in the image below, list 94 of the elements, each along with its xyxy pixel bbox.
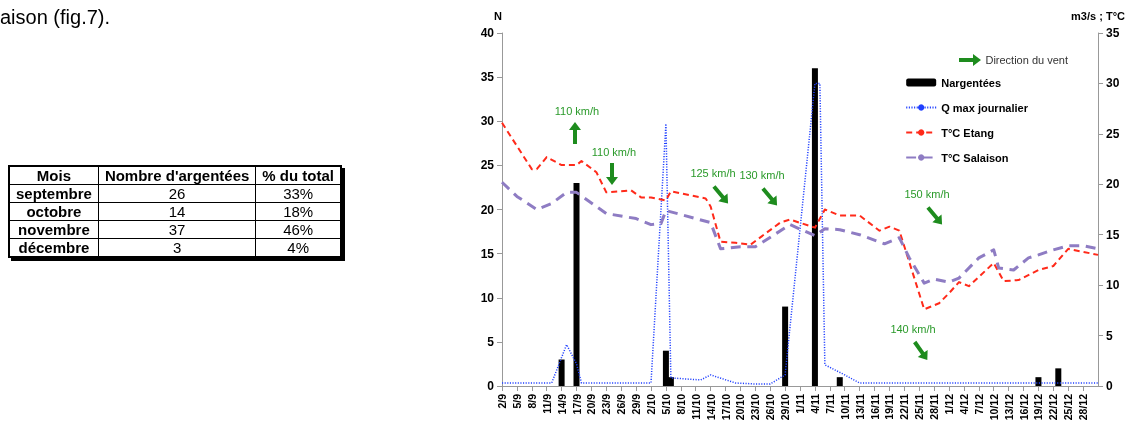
x-tick-label: 23/9 <box>600 393 613 415</box>
y2-tick-label: 5 <box>1106 328 1114 343</box>
x-tick-label: 10/12 <box>987 393 1000 421</box>
x-tick-label: 26/9 <box>615 393 628 415</box>
annotation: 130 km/h <box>739 169 785 181</box>
bar <box>782 306 789 386</box>
text: % du total <box>255 166 341 185</box>
y2-tick-label: 35 <box>1106 26 1120 40</box>
legend-label: Q max journalier <box>941 101 1029 114</box>
data-label: 37 <box>98 220 256 239</box>
y-tick-label: 20 <box>480 202 495 217</box>
bar <box>811 68 818 386</box>
y-axis-title: N <box>494 9 503 22</box>
bar <box>558 359 565 386</box>
y2-tick-label: 30 <box>1106 76 1120 91</box>
x-tick-label: 17/10 <box>719 393 732 421</box>
x-tick-label: 19/11 <box>883 393 896 420</box>
category-label: octobre <box>9 202 99 221</box>
y2-tick-label: 15 <box>1106 227 1120 242</box>
category-label: novembre <box>9 220 99 239</box>
x-tick-label: 4/11 <box>808 393 821 414</box>
x-tick-label: 25/11 <box>913 393 926 420</box>
annotation: 125 km/h <box>690 167 736 179</box>
x-tick-label: 26/10 <box>764 393 777 421</box>
legend-title: Direction du vent <box>985 54 1068 66</box>
x-tick-label: 16/12 <box>1017 393 1030 421</box>
legend-label: Nargentées <box>941 76 1002 89</box>
x-tick-label: 1/11 <box>794 393 807 414</box>
x-tick-label: 22/12 <box>1047 393 1060 421</box>
x-tick-label: 28/12 <box>1077 393 1090 421</box>
bar <box>573 183 580 386</box>
y-tick-label: 35 <box>480 70 495 85</box>
x-tick-label: 5/10 <box>659 393 672 415</box>
x-tick-label: 14/9 <box>555 393 568 415</box>
legend-label: T°C Salaison <box>941 151 1009 164</box>
data-label: 33% <box>255 184 341 203</box>
x-tick-label: 1/12 <box>943 393 956 415</box>
x-tick-label: 14/10 <box>704 393 717 421</box>
bar <box>1035 377 1042 386</box>
x-tick-label: 10/11 <box>838 393 851 420</box>
x-tick-label: 5/9 <box>510 393 523 409</box>
x-tick-label: 29/9 <box>630 393 643 415</box>
x-tick-label: 29/10 <box>779 393 792 421</box>
y-tick-label: 5 <box>487 334 495 349</box>
y2-axis-title: m3/s ; T°C <box>1071 9 1126 22</box>
annotation: 140 km/h <box>890 323 936 335</box>
x-tick-label: 28/11 <box>928 393 941 420</box>
y-tick-label: 15 <box>480 246 495 261</box>
y-tick-label: 25 <box>480 158 495 173</box>
annotation: 150 km/h <box>904 188 950 200</box>
line-series <box>501 121 1100 311</box>
text: aison (fig.7). <box>0 6 111 29</box>
legend-label: T°C Etang <box>941 126 994 139</box>
category-label: décembre <box>9 238 99 257</box>
data-label: 4% <box>255 238 341 257</box>
data-label: 26 <box>98 184 256 203</box>
bar <box>836 377 843 386</box>
y2-tick-label: 0 <box>1106 379 1114 393</box>
category-label: septembre <box>9 184 99 203</box>
x-tick-label: 11/10 <box>689 393 702 420</box>
x-tick-label: 25/12 <box>1062 393 1075 421</box>
x-tick-label: 8/10 <box>674 393 687 415</box>
y2-tick-label: 20 <box>1106 177 1120 192</box>
x-tick-label: 20/10 <box>734 393 747 421</box>
y-tick-label: 10 <box>480 290 495 305</box>
y-tick-label: 40 <box>480 26 495 40</box>
data-label: 18% <box>255 202 341 221</box>
x-tick-label: 11/9 <box>540 393 553 414</box>
y2-tick-label: 10 <box>1106 278 1120 293</box>
data-label: 46% <box>255 220 341 239</box>
text: Mois <box>9 166 99 185</box>
x-tick-label: 4/12 <box>957 393 970 415</box>
bar <box>1055 368 1062 386</box>
x-tick-label: 20/9 <box>585 393 598 415</box>
x-tick-label: 23/10 <box>749 393 762 421</box>
text: Nombre d'argentées <box>98 166 256 185</box>
x-tick-label: 13/11 <box>853 393 866 420</box>
x-tick-label: 2/9 <box>496 393 508 409</box>
x-tick-label: 19/12 <box>1032 393 1045 421</box>
y2-tick-label: 25 <box>1106 126 1120 141</box>
x-tick-label: 8/9 <box>525 393 538 409</box>
x-tick-label: 17/9 <box>570 393 583 415</box>
annotation: 110 km/h <box>591 146 637 158</box>
x-tick-label: 2/10 <box>645 393 658 415</box>
data-label: 14 <box>98 202 256 221</box>
x-tick-label: 13/12 <box>1002 393 1015 421</box>
x-tick-label: 22/11 <box>898 393 911 420</box>
x-tick-label: 16/11 <box>868 393 881 420</box>
y-tick-label: 30 <box>480 114 495 129</box>
x-tick-label: 7/11 <box>823 393 836 414</box>
y-tick-label: 0 <box>487 379 495 393</box>
data-label: 3 <box>98 238 256 257</box>
annotation: 110 km/h <box>554 105 600 117</box>
x-tick-label: 7/12 <box>972 393 985 415</box>
